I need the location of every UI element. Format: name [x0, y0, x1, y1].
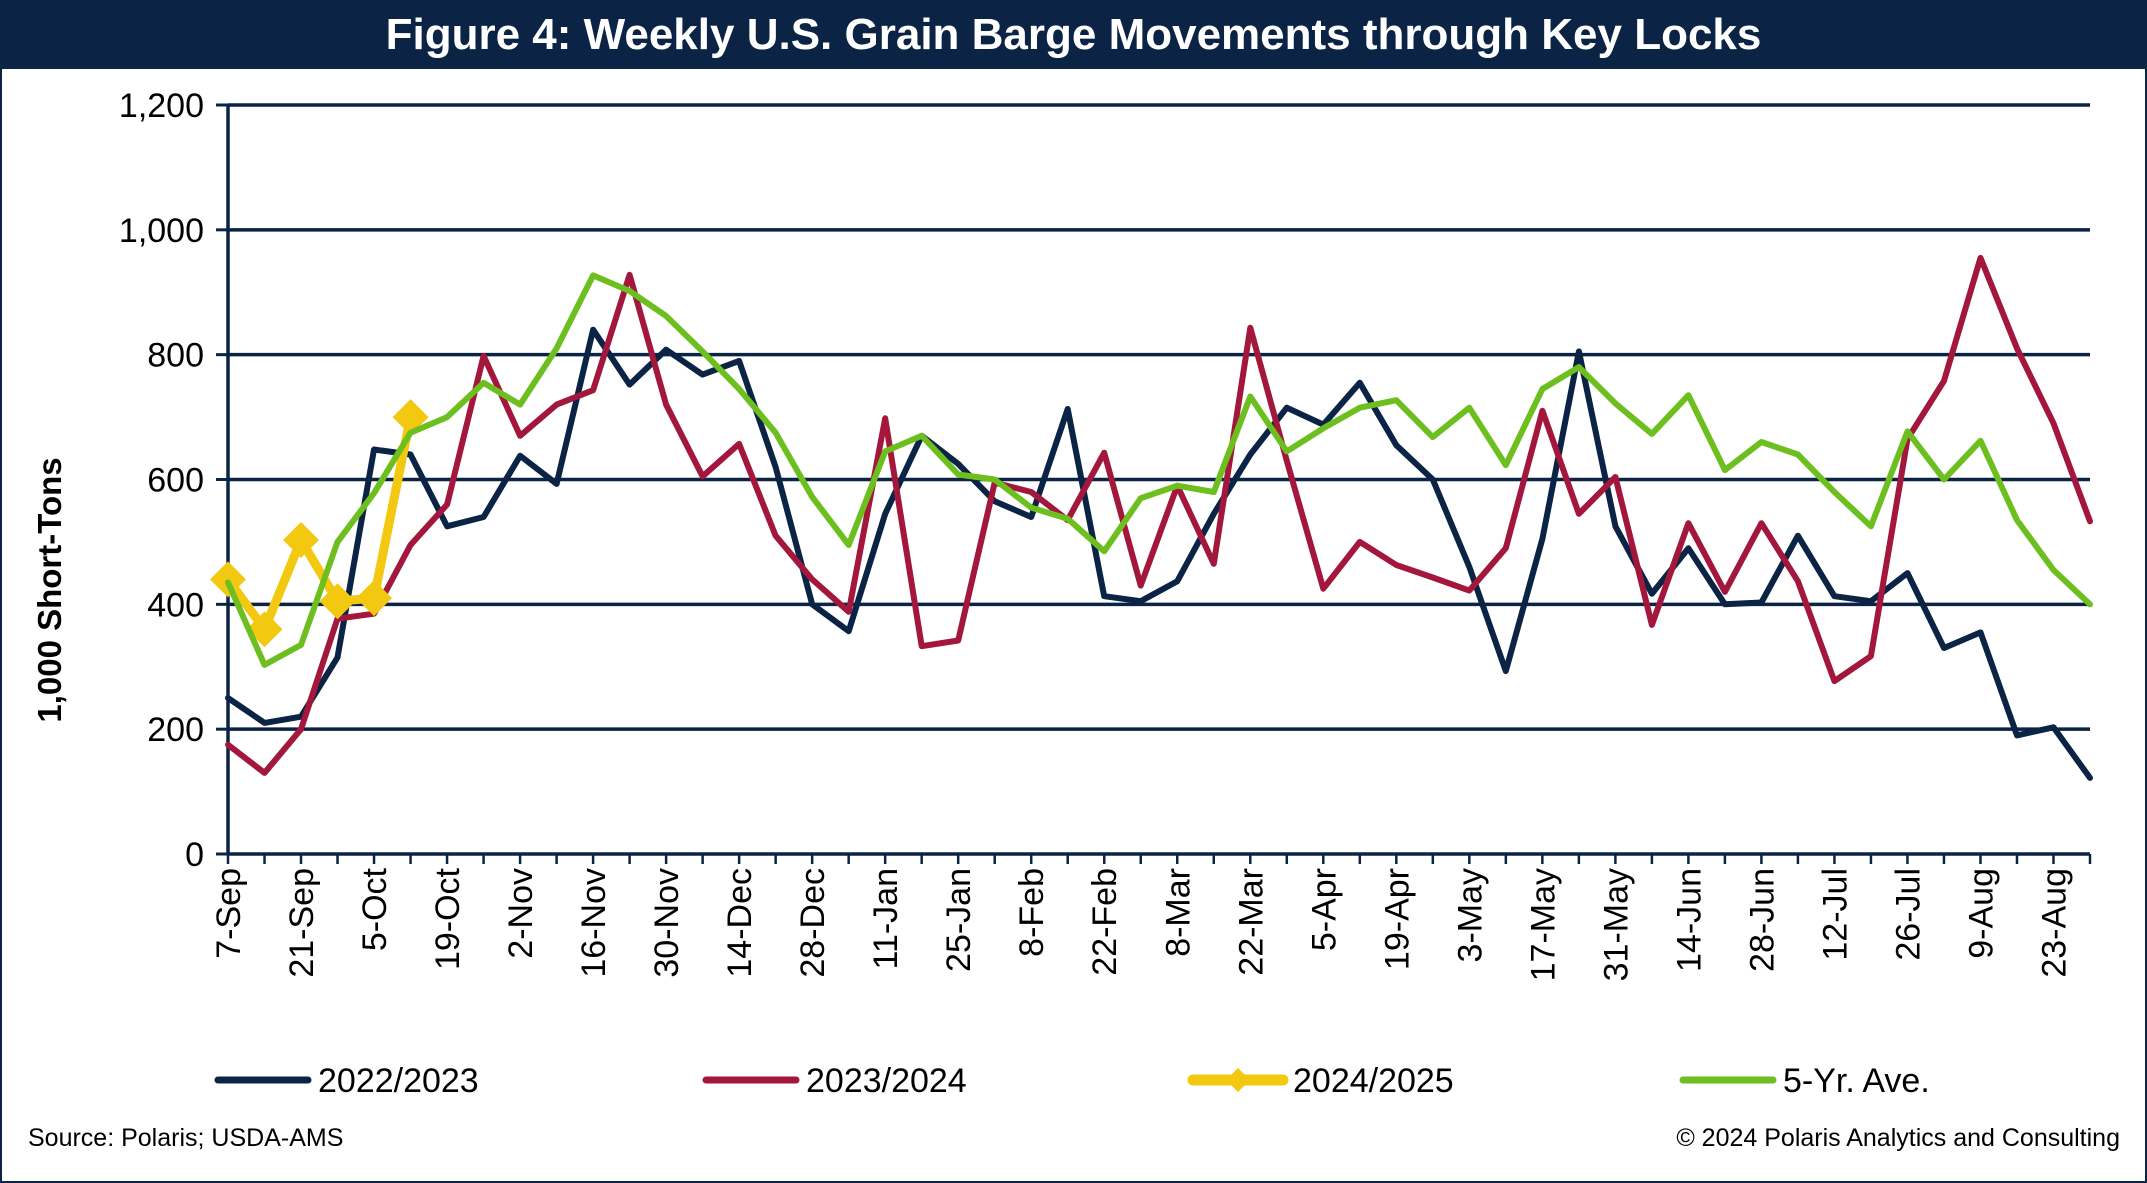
- x-tick-label: 19-Apr: [1378, 868, 1416, 970]
- gridlines: [228, 103, 2090, 731]
- x-tick-label: 8-Feb: [1013, 868, 1051, 957]
- x-tick-label: 5-Apr: [1305, 868, 1343, 951]
- y-tick-label: 400: [147, 586, 204, 624]
- series-lines: [210, 254, 2093, 781]
- series-line-1: [225, 254, 2093, 776]
- copyright-note: © 2024 Polaris Analytics and Consulting: [1676, 1124, 2120, 1152]
- x-tick-label: 22-Feb: [1086, 868, 1124, 976]
- source-note: Source: Polaris; USDA-AMS: [28, 1124, 344, 1152]
- x-tick-label: 16-Nov: [575, 868, 613, 978]
- x-tick-label: 26-Jul: [1889, 868, 1927, 961]
- x-tick-label: 17-May: [1524, 868, 1562, 981]
- y-tick-label: 0: [185, 836, 204, 874]
- legend-label: 5-Yr. Ave.: [1783, 1062, 1930, 1100]
- x-tick-label: 14-Dec: [721, 868, 759, 978]
- legend-label: 2022/2023: [318, 1062, 479, 1100]
- x-tick-label: 28-Dec: [794, 868, 832, 978]
- series-line-3: [225, 272, 2093, 668]
- y-tick-label: 600: [147, 462, 204, 500]
- y-axis-label: 1,000 Short-Tons: [31, 457, 68, 722]
- x-tick-label: 8-Mar: [1159, 868, 1197, 957]
- x-tick-label: 21-Sep: [283, 868, 321, 978]
- x-tick-label: 22-Mar: [1232, 868, 1270, 976]
- y-tick-label: 200: [147, 711, 204, 749]
- legend-marker: [1226, 1068, 1250, 1092]
- x-tick-label: 3-May: [1451, 868, 1489, 962]
- data-point-marker: [356, 580, 393, 617]
- x-axis-ticks: 7-Sep 21-Sep 5-Oct 19-Oct 2-Nov 16-Nov 30-Nov 1…: [210, 854, 2092, 981]
- x-tick-label: 12-Jul: [1816, 868, 1854, 961]
- legend-label: 2023/2024: [806, 1062, 967, 1100]
- y-tick-label: 1,200: [119, 87, 204, 125]
- y-tick-label: 800: [147, 337, 204, 375]
- series-line-0: [225, 326, 2093, 781]
- data-point-marker: [210, 561, 246, 598]
- x-tick-label: 25-Jan: [940, 868, 978, 972]
- x-tick-label: 11-Jan: [867, 868, 905, 969]
- x-tick-label: 31-May: [1597, 868, 1635, 981]
- legend: 2022/2023 2023/2024 2024/2025 5-Yr. Ave.: [214, 1062, 1930, 1100]
- y-tick-label: 1,000: [119, 212, 204, 250]
- x-tick-label: 30-Nov: [648, 868, 686, 978]
- x-tick-label: 19-Oct: [429, 867, 467, 970]
- x-tick-label: 23-Aug: [2035, 868, 2073, 978]
- x-tick-label: 14-Jun: [1670, 868, 1708, 972]
- x-tick-label: 7-Sep: [210, 868, 248, 959]
- x-tick-label: 28-Jun: [1743, 868, 1781, 972]
- title-banner: Figure 4: Weekly U.S. Grain Barge Moveme…: [0, 0, 2147, 69]
- data-point-marker: [319, 583, 356, 620]
- chart-title: Figure 4: Weekly U.S. Grain Barge Moveme…: [385, 9, 1762, 59]
- y-axis-ticks: 0 200 400 600 800 1,000 1,200: [119, 87, 228, 874]
- data-point-marker: [283, 522, 320, 559]
- x-tick-label: 5-Oct: [356, 867, 394, 951]
- legend-label: 2024/2025: [1293, 1062, 1454, 1100]
- x-tick-label: 9-Aug: [1962, 868, 2000, 959]
- x-tick-label: 2-Nov: [502, 868, 540, 959]
